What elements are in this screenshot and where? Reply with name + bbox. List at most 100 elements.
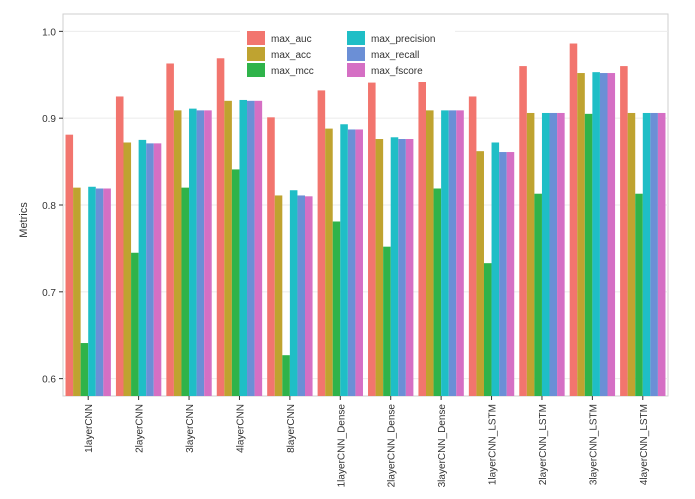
bar-max-auc [468, 96, 477, 397]
bar-max-recall [650, 112, 658, 397]
y-tick-label: 0.9 [42, 114, 56, 125]
legend-swatch-max-fscore [347, 63, 365, 77]
bar-max-fscore [103, 188, 111, 396]
bar-max-recall [398, 139, 406, 396]
bar-max-mcc [332, 221, 341, 396]
bar-max-acc [173, 110, 182, 397]
bar-max-recall [599, 73, 608, 396]
bar-max-auc [620, 66, 628, 396]
bar-max-precision [592, 72, 600, 396]
bar-max-precision [340, 124, 348, 396]
x-tick-label: 4layerCNN [235, 404, 246, 453]
bar-max-fscore [355, 129, 363, 396]
legend-label-max-auc: max_auc [271, 34, 312, 45]
bar-max-acc [426, 110, 434, 397]
legend-swatch-max-acc [247, 47, 265, 61]
bar-max-precision [289, 190, 298, 396]
bar-max-fscore [153, 143, 162, 396]
bar-max-auc [115, 96, 124, 397]
bar-max-acc [627, 112, 636, 397]
bar-max-recall [95, 188, 104, 396]
bar-max-acc [577, 73, 585, 396]
bar-max-mcc [131, 252, 139, 396]
bar-max-acc [224, 100, 232, 397]
bar-max-acc [375, 139, 384, 396]
bar-max-mcc [181, 187, 190, 396]
legend-label-max-fscore: max_fscore [371, 66, 423, 77]
bar-max-fscore [506, 152, 515, 396]
bar-max-recall [247, 100, 255, 397]
bar-max-mcc [483, 263, 492, 396]
y-axis: 0.6 0.7 0.8 0.9 1.0 [42, 27, 63, 386]
legend-label-max-mcc: max_mcc [271, 66, 314, 77]
bar-max-auc [519, 66, 527, 396]
bar-max-precision [138, 139, 147, 397]
bar-max-precision [441, 110, 449, 397]
bar-max-precision [390, 137, 399, 397]
bar-max-mcc [534, 193, 542, 396]
x-tick-label: 2layerCNN_LSTM [538, 404, 549, 485]
bar-max-recall [297, 195, 305, 396]
legend-swatch-max-recall [347, 47, 365, 61]
bar-max-recall [499, 152, 507, 396]
bar-max-auc [65, 134, 74, 396]
legend-swatch-max-precision [347, 31, 365, 45]
bar-max-recall [196, 110, 205, 397]
x-tick-label: 3layerCNN_LSTM [588, 404, 599, 485]
bar-max-recall [448, 110, 457, 397]
bars [65, 43, 666, 397]
x-tick-label: 3layerCNN_Dense [437, 404, 448, 488]
bar-max-auc [317, 90, 326, 397]
x-tick-label: 1layerCNN_Dense [336, 404, 347, 488]
x-tick-label: 8layerCNN [286, 404, 297, 453]
x-axis: 1layerCNN 2layerCNN 3layerCNN 4layerCNN 8lay… [84, 396, 650, 487]
legend-label-max-acc: max_acc [271, 50, 311, 61]
bar-max-recall [146, 143, 154, 396]
bar-max-auc [418, 65, 426, 397]
bar-max-auc [216, 58, 225, 396]
y-axis-label: Metrics [18, 202, 30, 238]
bar-max-acc [274, 195, 283, 396]
y-tick-label: 1.0 [42, 27, 56, 38]
bar-max-recall [549, 112, 558, 397]
bar-max-auc [569, 43, 578, 396]
bar-max-fscore [305, 196, 313, 396]
bar-max-mcc [231, 169, 240, 396]
y-tick-label: 0.7 [42, 288, 56, 299]
x-tick-label: 1layerCNN_LSTM [488, 404, 499, 485]
bar-max-fscore [657, 112, 666, 397]
bar-max-precision [642, 112, 651, 397]
x-tick-label: 4layerCNN_LSTM [639, 404, 650, 485]
bar-max-acc [123, 142, 132, 396]
bar-max-auc [267, 117, 275, 397]
bar-max-acc [325, 128, 333, 396]
bar-max-precision [88, 186, 96, 396]
x-tick-label: 1layerCNN [84, 404, 95, 453]
legend-label-max-precision: max_precision [371, 34, 435, 45]
bar-max-fscore [557, 112, 565, 397]
bar-max-mcc [282, 355, 290, 396]
legend-label-max-recall: max_recall [371, 50, 419, 61]
legend-swatch-max-auc [247, 31, 265, 45]
bar-max-precision [189, 108, 197, 396]
x-tick-label: 2layerCNN [135, 404, 146, 453]
bar-max-auc [166, 63, 174, 397]
bar-max-fscore [254, 100, 263, 397]
bar-max-fscore [456, 110, 464, 397]
x-tick-label: 2layerCNN_Dense [387, 404, 398, 488]
bar-max-precision [491, 142, 500, 396]
x-tick-label: 3layerCNN [185, 404, 196, 453]
bar-max-fscore [607, 73, 616, 396]
bar-max-mcc [80, 343, 89, 396]
y-tick-label: 0.6 [42, 375, 56, 386]
legend: max_auc max_precision max_acc max_recallmax… [240, 26, 455, 82]
bar-max-mcc [383, 246, 391, 396]
bar-max-mcc [584, 113, 593, 396]
bar-max-fscore [204, 110, 212, 397]
bar-max-precision [541, 112, 550, 397]
bar-max-mcc [433, 188, 442, 396]
y-tick-label: 0.8 [42, 201, 56, 212]
bar-max-acc [476, 151, 484, 396]
